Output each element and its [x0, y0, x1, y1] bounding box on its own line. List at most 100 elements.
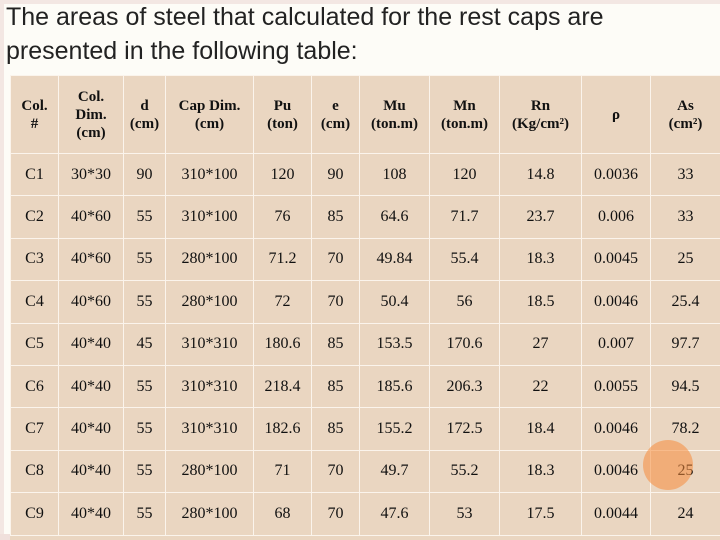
table-cell: 70: [311, 492, 360, 536]
table-row: C6 40*40 55 310*310 218.4 85 185.6 206.3 22 0.005…: [10, 364, 720, 409]
slide-title: The areas of steel that calculated for t…: [6, 3, 604, 65]
table-cell: 17.5: [499, 492, 582, 536]
table-cell: 18.3: [499, 449, 582, 494]
table-row: C2 40*60 55 310*100 76 85 64.6 71.7 23.7 0.006 33: [10, 195, 720, 239]
table-cell: C5: [10, 322, 59, 366]
table-cell: 40*40: [58, 449, 124, 494]
table-row: C1 30*30 90 310*100 120 90 108 120 14.8 0.0036 33: [10, 152, 720, 197]
column-header-line: Dim.: [75, 106, 107, 123]
table-cell: C3: [10, 237, 59, 282]
column-header: Mn (ton.m): [429, 75, 500, 154]
column-header-line: d: [140, 97, 149, 114]
table-cell: 180.6: [253, 322, 312, 366]
table-cell: 68: [253, 492, 312, 536]
column-header-line: e: [332, 97, 339, 114]
table-cell: 206.3: [429, 364, 500, 409]
table-cell: 71.7: [429, 195, 500, 239]
table-body: C1 30*30 90 310*100 120 90 108 120 14.8 0.0036 33 C…: [10, 152, 720, 536]
table-cell: 97.7: [650, 322, 720, 366]
table-cell: 40*40: [58, 364, 124, 409]
column-header-line: Rn: [530, 97, 551, 114]
table-cell: 55: [123, 449, 166, 494]
column-header-line: ρ: [611, 106, 621, 123]
table-cell: 55.4: [429, 237, 500, 282]
table-cell: C8: [10, 449, 59, 494]
table-cell: 0.0046: [581, 407, 651, 451]
column-header: As (cm²): [650, 75, 720, 154]
table-cell: 55: [123, 237, 166, 282]
table-cell: 49.7: [359, 449, 430, 494]
table-cell: 40*60: [58, 237, 124, 282]
table-cell: 76: [253, 195, 312, 239]
steel-area-table: Col. # Col. Dim. (cm) d (cm) Cap Dim. (cm) Pu (ton…: [10, 75, 720, 536]
table-cell: 0.0036: [581, 152, 651, 197]
slide-frame-top: [0, 0, 720, 4]
table-cell: 70: [311, 449, 360, 494]
table-cell: 55: [123, 492, 166, 536]
table-cell: 33: [650, 152, 720, 197]
table-row: C4 40*60 55 280*100 72 70 50.4 56 18.5 0.0046 25.4: [10, 280, 720, 324]
table-cell: 280*100: [165, 280, 254, 324]
table-header-row: Col. # Col. Dim. (cm) d (cm) Cap Dim. (cm) Pu (ton…: [10, 75, 720, 154]
table-cell: 50.4: [359, 280, 430, 324]
table-cell: 85: [311, 195, 360, 239]
table-cell: 27: [499, 322, 582, 366]
column-header-line: (cm): [194, 115, 225, 132]
table-cell: 0.0046: [581, 280, 651, 324]
table-cell: 55: [123, 280, 166, 324]
table-cell: 280*100: [165, 237, 254, 282]
table-row: C3 40*60 55 280*100 71.2 70 49.84 55.4 18.3 0.004…: [10, 237, 720, 282]
table-cell: C2: [10, 195, 59, 239]
table-row: C8 40*40 55 280*100 71 70 49.7 55.2 18.3 0.0046 25: [10, 449, 720, 494]
table-cell: 55: [123, 407, 166, 451]
table-cell: 108: [359, 152, 430, 197]
column-header-line: As: [677, 97, 694, 114]
table-cell: 45: [123, 322, 166, 366]
column-header-line: Cap Dim.: [178, 97, 241, 114]
column-header-line: (cm): [320, 115, 351, 132]
column-header: d (cm): [123, 75, 166, 154]
table-cell: 70: [311, 280, 360, 324]
table-cell: 64.6: [359, 195, 430, 239]
table-cell: 47.6: [359, 492, 430, 536]
table-cell: 218.4: [253, 364, 312, 409]
table-cell: 0.0044: [581, 492, 651, 536]
table-cell: C4: [10, 280, 59, 324]
table-cell: 0.006: [581, 195, 651, 239]
table-cell: 22: [499, 364, 582, 409]
table-cell: 310*310: [165, 322, 254, 366]
column-header-line: #: [30, 115, 39, 132]
table-cell: C6: [10, 364, 59, 409]
table-cell: 71: [253, 449, 312, 494]
table-cell: 94.5: [650, 364, 720, 409]
column-header-line: (cm): [129, 115, 160, 132]
table-cell: 310*100: [165, 152, 254, 197]
table-cell: 72: [253, 280, 312, 324]
column-header-line: (ton): [267, 115, 298, 132]
table-cell: 25: [650, 449, 720, 494]
column-header-line: Mn: [453, 97, 476, 114]
table-cell: 120: [429, 152, 500, 197]
table-cell: 18.4: [499, 407, 582, 451]
table-cell: 310*100: [165, 195, 254, 239]
table-cell: 172.5: [429, 407, 500, 451]
table-cell: 78.2: [650, 407, 720, 451]
column-header-line: Col.: [77, 88, 105, 105]
table-cell: 40*60: [58, 195, 124, 239]
column-header-line: Col.: [21, 97, 48, 114]
table-cell: 182.6: [253, 407, 312, 451]
table-cell: C1: [10, 152, 59, 197]
table-cell: 0.0055: [581, 364, 651, 409]
column-header-line: (cm²): [668, 115, 703, 132]
column-header-line: Pu: [273, 97, 292, 114]
table-cell: 120: [253, 152, 312, 197]
table-cell: 70: [311, 237, 360, 282]
table-cell: 49.84: [359, 237, 430, 282]
table-cell: 40*40: [58, 407, 124, 451]
table-cell: 310*310: [165, 407, 254, 451]
column-header: e (cm): [311, 75, 360, 154]
column-header-line: Mu: [383, 97, 406, 114]
table-cell: 33: [650, 195, 720, 239]
table-row: C9 40*40 55 280*100 68 70 47.6 53 17.5 0.0044 24: [10, 492, 720, 536]
table-cell: 310*310: [165, 364, 254, 409]
